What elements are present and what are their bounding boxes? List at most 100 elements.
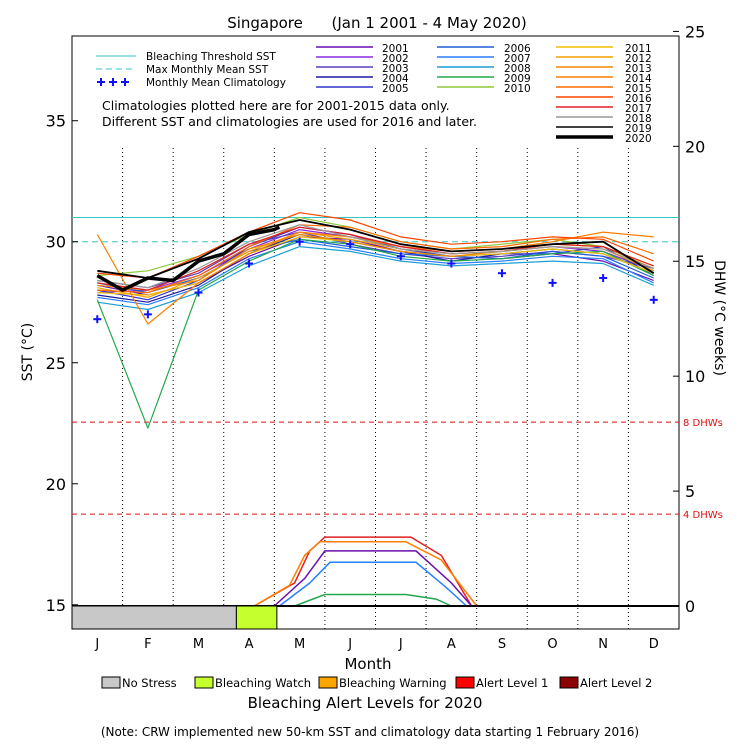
climatology-marker bbox=[93, 315, 102, 324]
month-label: M bbox=[294, 637, 305, 652]
alert-legend-swatch bbox=[101, 676, 121, 689]
climatology-marker bbox=[447, 259, 456, 268]
left-tick-label: 25 bbox=[46, 354, 66, 373]
climatology-marker bbox=[548, 278, 557, 287]
alert-segment bbox=[71, 605, 237, 630]
legend-year-label: 2011 bbox=[625, 43, 652, 55]
legend-threshold-label: Bleaching Threshold SST bbox=[146, 51, 276, 63]
dhw-curve bbox=[253, 536, 473, 607]
month-label: J bbox=[94, 637, 99, 652]
right-tick-label: 25 bbox=[685, 22, 705, 41]
climatology-marker bbox=[599, 274, 608, 283]
month-label: O bbox=[547, 637, 557, 652]
month-label: J bbox=[398, 637, 403, 652]
alert-legend-title: Bleaching Alert Levels for 2020 bbox=[248, 694, 483, 712]
month-gridlines bbox=[122, 148, 629, 629]
legend-year-label: 2003 bbox=[382, 63, 409, 75]
month-label: D bbox=[649, 637, 659, 652]
alert-legend-label: Bleaching Warning bbox=[339, 676, 447, 690]
y-axis-label-left: SST (°C) bbox=[20, 323, 36, 381]
climatology-marker bbox=[396, 252, 405, 261]
left-tick-label: 15 bbox=[46, 596, 66, 615]
chart-title: Singapore (Jan 1 2001 - 4 May 2020) bbox=[227, 14, 527, 32]
month-label: N bbox=[598, 637, 608, 652]
legend-year-label: 2017 bbox=[625, 103, 652, 115]
left-axis: 15 20 25 30 35 bbox=[46, 112, 78, 615]
y-axis-label-right: DHW (°C weeks) bbox=[711, 260, 727, 376]
legend-year-label: 2001 bbox=[382, 43, 409, 55]
sst-series-2009 bbox=[96, 238, 654, 429]
left-tick-label: 30 bbox=[46, 233, 66, 252]
alert-legend-swatch bbox=[559, 676, 579, 689]
climatology-marker bbox=[245, 259, 254, 268]
sst-series-2007 bbox=[97, 241, 654, 306]
legend-year-label: 2016 bbox=[625, 93, 652, 105]
legend-mmm-label: Max Monthly Mean SST bbox=[146, 64, 269, 76]
sst-series-2020 bbox=[96, 225, 281, 292]
month-label: M bbox=[193, 637, 204, 652]
legend-year-label: 2012 bbox=[625, 53, 652, 65]
legend-year-label: 2014 bbox=[625, 73, 652, 85]
legend-year-label: 2006 bbox=[504, 43, 531, 55]
legend-climatology-label: Monthly Mean Climatology bbox=[146, 77, 286, 89]
sst-series-2019 bbox=[97, 219, 655, 279]
alert-legend-swatch bbox=[318, 676, 338, 689]
right-tick-label: 15 bbox=[685, 252, 705, 271]
legend-year-label: 2019 bbox=[625, 123, 652, 135]
sst-series bbox=[96, 212, 655, 429]
alert-legend-label: Alert Level 2 bbox=[580, 676, 652, 690]
dhw-curve bbox=[278, 561, 468, 607]
right-tick-label: 5 bbox=[685, 482, 695, 501]
dhw-threshold-label: 4 DHWs bbox=[683, 510, 723, 521]
month-label: S bbox=[498, 637, 506, 652]
legend-year-label: 2020 bbox=[625, 133, 652, 145]
note-line-2: Different SST and climatologies are used… bbox=[102, 114, 477, 129]
climatology-marker bbox=[649, 295, 658, 304]
dhw-curve bbox=[273, 550, 473, 607]
footnote: (Note: CRW implemented new 50-km SST and… bbox=[101, 725, 639, 739]
month-label: A bbox=[447, 637, 456, 652]
legend-year-label: 2013 bbox=[625, 63, 652, 75]
alert-level-legend: No Stress Bleaching Watch Bleaching Warnin… bbox=[101, 676, 652, 690]
right-tick-label: 10 bbox=[685, 367, 705, 386]
x-axis-label: Month bbox=[344, 655, 391, 673]
climatology-marker bbox=[295, 237, 304, 246]
alert-legend-label: Bleaching Watch bbox=[215, 676, 311, 690]
sst-series-2014 bbox=[96, 231, 654, 325]
dhw-curve bbox=[253, 540, 478, 607]
month-label: A bbox=[245, 637, 254, 652]
alert-legend-label: Alert Level 1 bbox=[476, 676, 548, 690]
alert-legend-swatch bbox=[455, 676, 475, 689]
climatology-marker bbox=[346, 240, 355, 249]
legend-year-label: 2002 bbox=[382, 53, 409, 65]
legend-year-label: 2009 bbox=[504, 73, 531, 85]
climatology-marker bbox=[497, 269, 506, 278]
alert-legend-label: No Stress bbox=[122, 676, 177, 690]
alert-segment bbox=[235, 605, 278, 630]
sst-series-2018 bbox=[97, 224, 654, 289]
left-tick-label: 20 bbox=[46, 475, 66, 494]
note-line-1: Climatologies plotted here are for 2001-… bbox=[102, 98, 450, 113]
legend-year-label: 2018 bbox=[625, 113, 652, 125]
right-axis: 0 5 10 15 20 25 bbox=[673, 22, 705, 616]
legend-year-label: 2005 bbox=[382, 83, 409, 95]
dhw-threshold-label: 8 DHWs bbox=[683, 418, 723, 429]
legend-year-label: 2007 bbox=[504, 53, 531, 65]
legend-year-label: 2008 bbox=[504, 63, 531, 75]
alert-level-bar bbox=[71, 605, 278, 630]
right-tick-label: 20 bbox=[685, 137, 705, 156]
climatology-marker bbox=[194, 288, 203, 297]
legend-year-label: 2015 bbox=[625, 83, 652, 95]
month-label: J bbox=[347, 637, 352, 652]
climatology-markers bbox=[93, 237, 658, 324]
legend-year-label: 2004 bbox=[382, 73, 409, 85]
climatology-marker bbox=[143, 310, 152, 319]
sst-series-2016 bbox=[97, 212, 654, 279]
sst-series-2008 bbox=[97, 246, 654, 311]
legend-year-label: 2010 bbox=[504, 83, 531, 95]
dhw-curve bbox=[294, 593, 452, 607]
sst-series-2015 bbox=[97, 224, 654, 294]
